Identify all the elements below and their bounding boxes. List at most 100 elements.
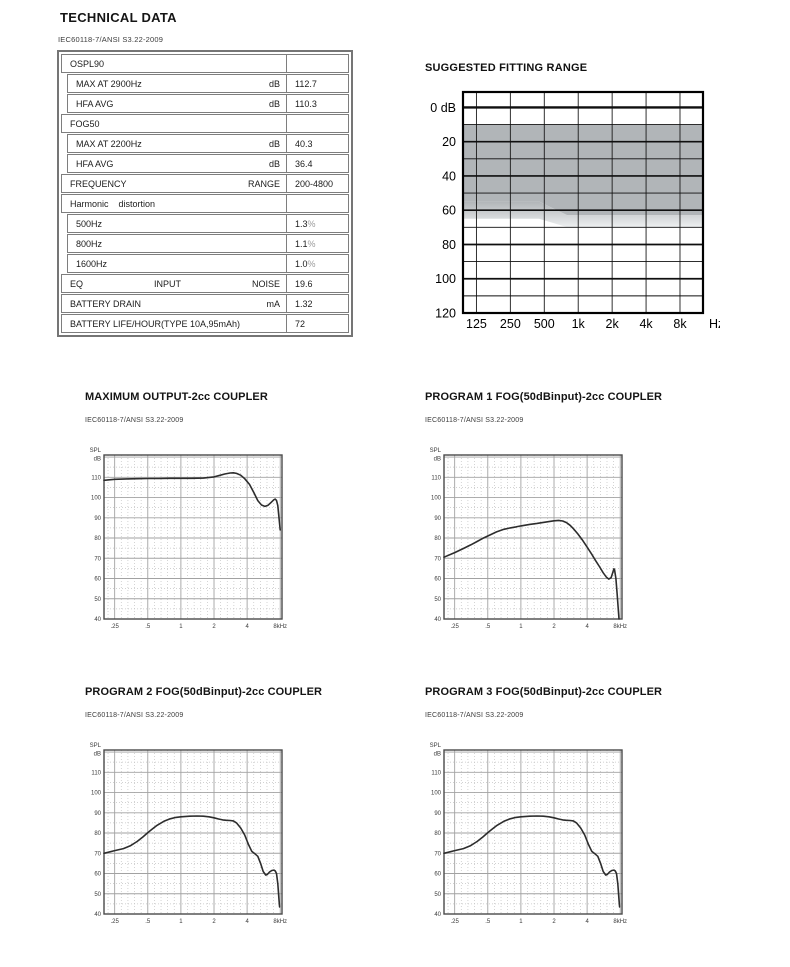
- svg-text:SPL: SPL: [90, 448, 102, 454]
- row-unit: dB: [268, 158, 280, 169]
- svg-text:90: 90: [94, 516, 101, 522]
- svg-text:100: 100: [435, 272, 456, 286]
- table-row: HFA AVG dB 110.3: [67, 94, 349, 113]
- row-label: MAX AT 2900Hz: [76, 78, 142, 89]
- svg-text:4: 4: [245, 624, 249, 630]
- svg-text:40: 40: [434, 617, 441, 623]
- row-value-number: 72: [295, 318, 306, 329]
- row-label: HFA AVG: [76, 98, 114, 109]
- row-value-suffix: %: [307, 238, 316, 249]
- svg-text:.25: .25: [450, 624, 459, 630]
- grid: [104, 750, 282, 914]
- row-label: OSPL90: [70, 58, 105, 69]
- program-2-section: PROGRAM 2 FOG(50dBinput)-2cc COUPLER IEC…: [85, 686, 322, 936]
- axis-labels: 110 100 90 80 70 60 50 40 SPL dB .25 .5 1 2 4 8kHz: [90, 448, 287, 630]
- svg-text:90: 90: [94, 811, 101, 817]
- chart-title: PROGRAM 3 FOG(50dBinput)-2cc COUPLER: [425, 686, 663, 698]
- svg-text:125: 125: [466, 317, 487, 331]
- svg-text:40: 40: [434, 912, 441, 918]
- svg-text:.25: .25: [110, 624, 119, 630]
- svg-text:40: 40: [442, 169, 456, 183]
- row-value-number: 112.7: [295, 78, 317, 89]
- response-curve: [103, 472, 281, 531]
- row-label: BATTERY DRAIN: [70, 298, 142, 309]
- row-label: 1600Hz: [76, 258, 108, 269]
- grid: [104, 455, 282, 619]
- svg-text:50: 50: [434, 892, 441, 898]
- svg-text:60: 60: [434, 577, 441, 583]
- fitting-plot-svg: 0 dB 20 40 60 80 100 120 125 250 500 1k 2k 4k 8k Hz: [430, 90, 724, 331]
- maximum-output-plot-svg: 110 100 90 80 70 60 50 40 SPL dB .25 .5 1 2 4 8kHz: [90, 448, 287, 630]
- svg-text:80: 80: [434, 536, 441, 542]
- axis-labels: 0 dB 20 40 60 80 100 120 125 250 500 1k 2k 4k 8k Hz: [430, 101, 724, 331]
- table-row: 500Hz 1.3%: [67, 214, 349, 233]
- svg-text:500: 500: [534, 317, 555, 331]
- row-label: 500Hz: [76, 218, 103, 229]
- row-label-zone: HFA AVG dB: [68, 95, 286, 112]
- row-value: 19.6: [286, 275, 348, 292]
- row-value-number: 1.3: [295, 218, 308, 229]
- row-label: MAX AT 2200Hz: [76, 138, 142, 149]
- plot-border: [443, 454, 623, 620]
- svg-text:1k: 1k: [572, 317, 586, 331]
- table-row: EQ INPUT NOISE 19.6: [61, 274, 349, 293]
- fitting-range-title: SUGGESTED FITTING RANGE: [425, 62, 588, 74]
- svg-text:.5: .5: [485, 624, 491, 630]
- chart-subtitle: IEC60118-7/ANSI S3.22-2009: [425, 417, 524, 424]
- svg-text:1: 1: [179, 624, 183, 630]
- svg-text:.5: .5: [145, 919, 151, 925]
- fitting-range-chart: 0 dB 20 40 60 80 100 120 125 250 500 1k 2k 4k 8k Hz: [420, 85, 724, 340]
- svg-text:40: 40: [94, 912, 101, 918]
- row-unit: dB: [268, 138, 280, 149]
- row-value: [286, 55, 348, 72]
- svg-text:8kHz: 8kHz: [613, 624, 627, 630]
- row-unit: dB: [268, 78, 280, 89]
- svg-text:80: 80: [442, 238, 456, 252]
- svg-text:20: 20: [442, 135, 456, 149]
- row-value: 36.4: [286, 155, 348, 172]
- svg-text:110: 110: [431, 770, 441, 776]
- svg-text:50: 50: [94, 597, 101, 603]
- svg-text:dB: dB: [434, 457, 441, 463]
- table-row: MAX AT 2900Hz dB 112.7: [67, 74, 349, 93]
- program-1-chart: 110 100 90 80 70 60 50 40 SPL dB .25 .5 1 2 4 8kHz: [425, 437, 640, 640]
- svg-text:SPL: SPL: [90, 743, 102, 749]
- table-row: OSPL90: [61, 54, 349, 73]
- row-label-zone: HFA AVG dB: [68, 155, 286, 172]
- row-value-number: 40.3: [295, 138, 313, 149]
- row-label: HFA AVG: [76, 158, 114, 169]
- program-2-fog-plot-svg: 110 100 90 80 70 60 50 40 SPL dB .25 .5 1 2 4 8kHz: [90, 743, 287, 925]
- svg-text:60: 60: [434, 872, 441, 878]
- suggested-fitting-range-section: SUGGESTED FITTING RANGE 0 dB 20 40 60 80 100 1…: [420, 60, 750, 345]
- svg-text:2: 2: [212, 624, 216, 630]
- chart-title: MAXIMUM OUTPUT-2cc COUPLER: [85, 391, 268, 403]
- svg-text:2k: 2k: [606, 317, 620, 331]
- chart-subtitle: IEC60118-7/ANSI S3.22-2009: [85, 417, 184, 424]
- row-label: EQ: [70, 278, 84, 289]
- response-curve: [443, 815, 621, 908]
- row-label-zone: 800Hz: [68, 235, 286, 252]
- svg-text:dB: dB: [434, 752, 441, 758]
- row-value-number: 1.32: [295, 298, 313, 309]
- row-label-zone: 500Hz: [68, 215, 286, 232]
- technical-data-table: OSPL90 MAX AT 2900Hz dB 112.7 HFA AVG dB 110.3…: [57, 50, 353, 337]
- row-value: 1.3%: [286, 215, 348, 232]
- row-value: 200-4800: [286, 175, 348, 192]
- row-value: [286, 195, 348, 212]
- table-row: HFA AVG dB 36.4: [67, 154, 349, 173]
- page-title: TECHNICAL DATA: [60, 10, 177, 25]
- row-value-suffix: %: [307, 258, 316, 269]
- svg-text:80: 80: [434, 831, 441, 837]
- row-value: 1.0%: [286, 255, 348, 272]
- table-row: MAX AT 2200Hz dB 40.3: [67, 134, 349, 153]
- svg-text:60: 60: [442, 204, 456, 218]
- row-label: FREQUENCY: [70, 178, 127, 189]
- svg-text:110: 110: [431, 475, 441, 481]
- svg-text:SPL: SPL: [430, 743, 442, 749]
- svg-text:100: 100: [91, 791, 102, 797]
- svg-text:4: 4: [585, 919, 589, 925]
- svg-text:dB: dB: [94, 752, 101, 758]
- svg-text:70: 70: [434, 556, 441, 562]
- svg-text:8k: 8k: [673, 317, 687, 331]
- fade-fitting-area: [463, 201, 703, 228]
